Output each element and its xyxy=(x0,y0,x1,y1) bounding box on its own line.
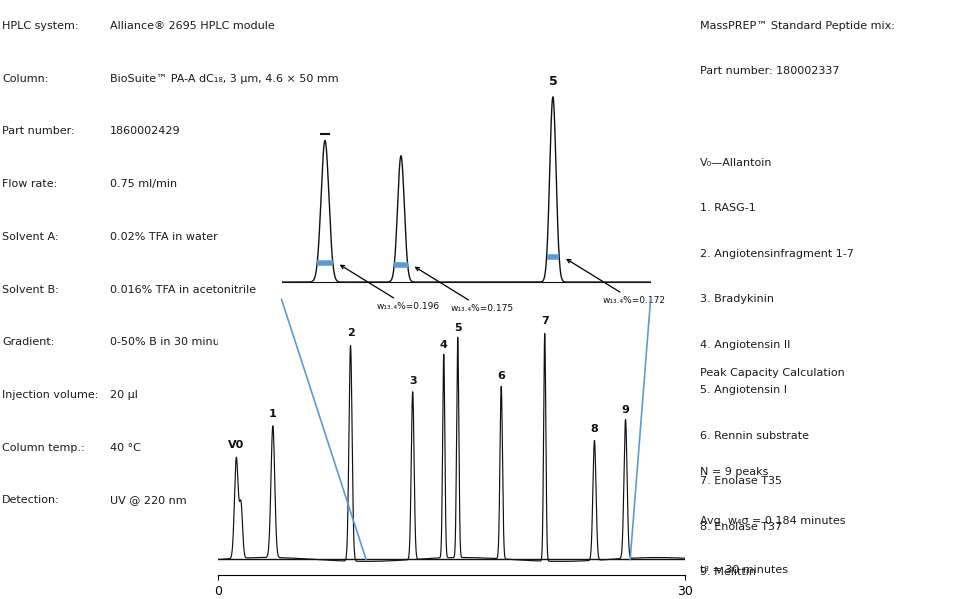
Text: Detection:: Detection: xyxy=(2,495,60,506)
Text: Solvent A:: Solvent A: xyxy=(2,232,59,242)
Text: 0.02% TFA in water: 0.02% TFA in water xyxy=(110,232,218,242)
Text: 1: 1 xyxy=(269,409,277,419)
Text: N = 9 peaks: N = 9 peaks xyxy=(700,467,768,477)
Text: 0.016% TFA in acetonitrile: 0.016% TFA in acetonitrile xyxy=(110,285,255,295)
Text: 7. Enolase T35: 7. Enolase T35 xyxy=(700,476,782,486)
Text: Flow rate:: Flow rate: xyxy=(2,179,57,189)
Text: Injection volume:: Injection volume: xyxy=(2,390,99,400)
Text: Peak Capacity Calculation: Peak Capacity Calculation xyxy=(700,368,845,379)
Text: 5. Angiotensin I: 5. Angiotensin I xyxy=(700,385,787,395)
Text: 5: 5 xyxy=(549,75,557,88)
Text: 1860002429: 1860002429 xyxy=(110,126,181,137)
Text: Alliance® 2695 HPLC module: Alliance® 2695 HPLC module xyxy=(110,21,274,31)
Text: 4: 4 xyxy=(440,340,448,350)
Text: 2. Angiotensinfragment 1-7: 2. Angiotensinfragment 1-7 xyxy=(700,249,854,259)
Text: Solvent B:: Solvent B: xyxy=(2,285,59,295)
Text: 40 °C: 40 °C xyxy=(110,443,141,453)
Text: Gradient:: Gradient: xyxy=(2,337,54,347)
Text: 3. Bradykinin: 3. Bradykinin xyxy=(700,294,774,304)
Text: 5: 5 xyxy=(453,323,461,333)
Text: 8: 8 xyxy=(590,423,598,434)
Text: w₁₃.₄%=0.196: w₁₃.₄%=0.196 xyxy=(341,265,439,311)
Text: HPLC system:: HPLC system: xyxy=(2,21,79,31)
Text: Avg. w₄σ = 0.184 minutes: Avg. w₄σ = 0.184 minutes xyxy=(700,516,846,526)
Text: 9: 9 xyxy=(621,404,629,415)
Text: MassPREP™ Standard Peptide mix:: MassPREP™ Standard Peptide mix: xyxy=(700,21,894,31)
Text: w₁₃.₄%=0.175: w₁₃.₄%=0.175 xyxy=(416,267,515,313)
Text: Column temp.:: Column temp.: xyxy=(2,443,84,453)
Text: Part number: 180002337: Part number: 180002337 xyxy=(700,66,839,77)
Text: UV @ 220 nm: UV @ 220 nm xyxy=(110,495,186,506)
Text: 6. Rennin substrate: 6. Rennin substrate xyxy=(700,431,809,441)
Text: 3: 3 xyxy=(409,376,417,386)
Text: w₁₃.₄%=0.172: w₁₃.₄%=0.172 xyxy=(567,259,665,305)
Text: 6: 6 xyxy=(497,371,505,381)
Text: BioSuite™ PA-A dC₁₈, 3 μm, 4.6 × 50 mm: BioSuite™ PA-A dC₁₈, 3 μm, 4.6 × 50 mm xyxy=(110,74,338,84)
Text: 2: 2 xyxy=(347,328,354,338)
Text: tᵍ = 30 minutes: tᵍ = 30 minutes xyxy=(700,565,787,575)
Text: Column:: Column: xyxy=(2,74,49,84)
Text: 7: 7 xyxy=(541,316,549,326)
Text: V0: V0 xyxy=(228,440,245,450)
Text: 20 μl: 20 μl xyxy=(110,390,138,400)
Text: V₀—Allantoin: V₀—Allantoin xyxy=(700,158,772,168)
Text: 0-50% B in 30 minutes: 0-50% B in 30 minutes xyxy=(110,337,236,347)
Text: 8. Enolase T37: 8. Enolase T37 xyxy=(700,522,782,532)
Text: Part number:: Part number: xyxy=(2,126,75,137)
Text: 9. Melittin: 9. Melittin xyxy=(700,567,755,577)
Text: 1. RASG-1: 1. RASG-1 xyxy=(700,203,755,213)
Text: 4. Angiotensin II: 4. Angiotensin II xyxy=(700,340,790,350)
Text: 0.75 ml/min: 0.75 ml/min xyxy=(110,179,177,189)
